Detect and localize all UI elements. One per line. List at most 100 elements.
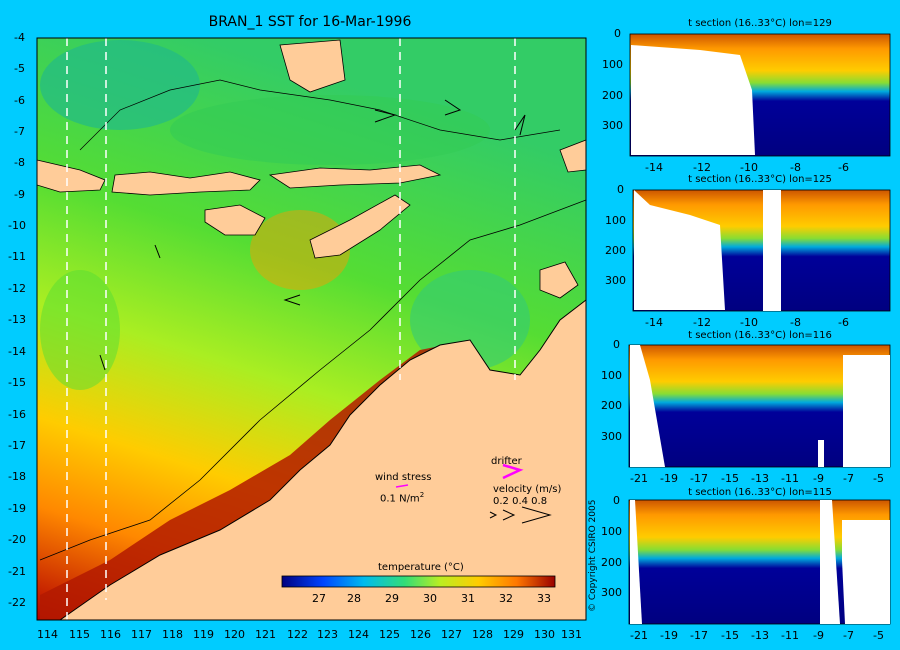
wind-arrows — [99, 99, 526, 371]
y-tick: 200 — [601, 556, 622, 569]
colorbar-tick: 30 — [423, 592, 437, 605]
y-tick: -22 — [8, 596, 26, 609]
wind-arrow — [99, 354, 106, 371]
section-land-mask — [631, 45, 755, 155]
x-tick: -6 — [838, 316, 849, 329]
y-tick: 200 — [605, 244, 626, 257]
x-tick: -19 — [660, 629, 678, 642]
copyright-text: © Copyright CSIRO 2005 — [588, 499, 598, 612]
x-tick: -5 — [873, 629, 884, 642]
x-tick: 129 — [503, 628, 524, 641]
y-tick: 100 — [605, 214, 626, 227]
velocity-arrow-icon — [521, 506, 552, 524]
section-land-mask — [630, 345, 665, 467]
x-tick: 130 — [534, 628, 555, 641]
y-tick: -17 — [8, 439, 26, 452]
wind-arrow — [374, 109, 397, 123]
timor-island — [309, 194, 411, 259]
x-tick: -8 — [790, 316, 801, 329]
x-tick: -15 — [721, 629, 739, 642]
section-lines — [66, 38, 516, 620]
x-tick: 124 — [348, 628, 369, 641]
australia-land — [58, 298, 587, 621]
bathymetry-contour — [39, 199, 587, 561]
velocity-values: 0.2 0.4 0.8 — [493, 496, 548, 507]
wind-stress-value: 0.1 N/m2 — [380, 491, 425, 505]
x-tick: 131 — [561, 628, 582, 641]
y-tick: 0 — [613, 494, 620, 507]
y-tick: -13 — [8, 313, 26, 326]
y-tick: -14 — [8, 345, 26, 358]
section-land-mask — [842, 520, 890, 624]
y-tick: -9 — [14, 188, 25, 201]
x-tick: 116 — [100, 628, 121, 641]
x-tick: -5 — [873, 472, 884, 485]
y-tick: -5 — [14, 62, 25, 75]
section-land-mask — [630, 500, 642, 624]
y-tick: 100 — [601, 369, 622, 382]
section-panel-2 — [632, 189, 891, 312]
x-tick: -10 — [740, 316, 758, 329]
section-panel-3 — [628, 344, 891, 468]
island — [539, 261, 579, 299]
section-panel-4 — [628, 499, 891, 625]
section-land-mask — [634, 190, 725, 310]
map-frame — [36, 37, 587, 621]
y-tick: -16 — [8, 408, 26, 421]
x-tick: -9 — [813, 472, 824, 485]
section-title: t section (16..33°C) lon=116 — [688, 330, 832, 341]
colorbar-tick: 27 — [312, 592, 326, 605]
cool-patch — [40, 40, 200, 130]
section-land-mask — [843, 355, 890, 467]
y-tick: 100 — [602, 58, 623, 71]
x-tick: 127 — [441, 628, 462, 641]
y-tick: 300 — [601, 430, 622, 443]
x-tick: -17 — [690, 629, 708, 642]
wind-stress-label: wind stress — [375, 472, 432, 483]
x-tick: 120 — [224, 628, 245, 641]
y-tick: -19 — [8, 502, 26, 515]
y-tick: -6 — [14, 94, 25, 107]
y-tick: -10 — [8, 219, 26, 232]
section-land-mask — [763, 190, 781, 311]
x-tick: 125 — [379, 628, 400, 641]
y-tick: -4 — [14, 31, 25, 44]
section-title: t section (16..33°C) lon=125 — [688, 174, 832, 185]
y-tick: -11 — [8, 250, 26, 263]
x-tick: 115 — [69, 628, 90, 641]
x-tick: -10 — [740, 161, 758, 174]
y-tick: -21 — [8, 565, 26, 578]
colorbar-tick: 31 — [461, 592, 475, 605]
x-tick: 121 — [255, 628, 276, 641]
warm-patch — [250, 210, 350, 290]
lesser-sunda-islands — [111, 171, 261, 196]
y-tick: 100 — [601, 525, 622, 538]
x-tick: 117 — [131, 628, 152, 641]
x-tick: -12 — [693, 316, 711, 329]
section-land-mask — [818, 440, 824, 467]
drifter-icon — [502, 463, 524, 480]
x-tick: 128 — [472, 628, 493, 641]
x-tick: -14 — [645, 161, 663, 174]
x-tick: 119 — [193, 628, 214, 641]
velocity-arrow-icon — [502, 509, 516, 521]
x-tick: -9 — [813, 629, 824, 642]
colorbar — [281, 575, 556, 588]
x-tick: -11 — [781, 629, 799, 642]
y-tick: -12 — [8, 282, 26, 295]
y-tick: 300 — [602, 119, 623, 132]
y-tick: -18 — [8, 470, 26, 483]
y-tick: -8 — [14, 156, 25, 169]
x-tick: -17 — [690, 472, 708, 485]
x-tick: -7 — [843, 472, 854, 485]
x-tick: 122 — [287, 628, 308, 641]
map-title: BRAN_1 SST for 16-Mar-1996 — [208, 14, 412, 30]
x-tick: 118 — [162, 628, 183, 641]
section-title: t section (16..33°C) lon=129 — [688, 18, 832, 29]
y-tick: -15 — [8, 376, 26, 389]
section-title: t section (16..33°C) lon=115 — [688, 487, 832, 498]
colorbar-tick: 33 — [537, 592, 551, 605]
x-tick: -12 — [693, 161, 711, 174]
wind-arrow — [444, 99, 462, 116]
